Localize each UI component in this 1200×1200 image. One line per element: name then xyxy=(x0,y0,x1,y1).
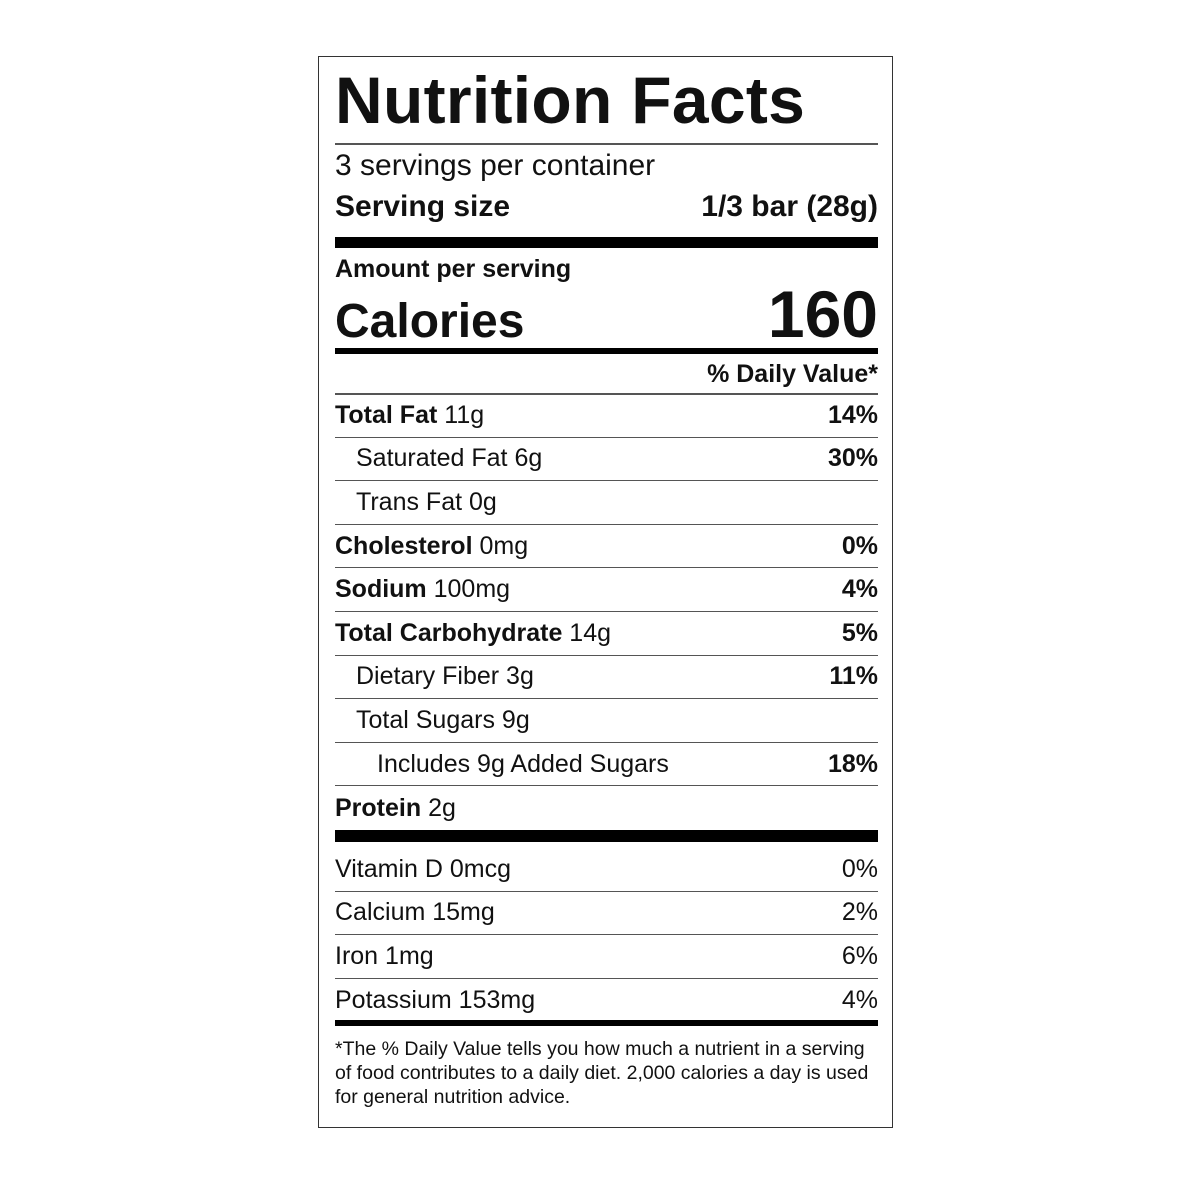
nutrient-name: Saturated Fat xyxy=(356,444,508,473)
vitamin-list: Vitamin D 0mcg 0% Calcium 15mg 2% Iron 1mg… xyxy=(335,848,878,1022)
servings: 3 servings per container xyxy=(335,149,656,182)
daily-value: 18% xyxy=(827,749,878,778)
nutrient-amount: 0g xyxy=(469,487,497,516)
calories-value: 160 xyxy=(767,277,878,351)
nutrient-name: Cholesterol xyxy=(335,531,473,560)
vitamin-amount: 1mg xyxy=(385,941,434,970)
nutrient-list: Total Fat 11g 14% Saturated Fat 6g 30% Tra… xyxy=(335,394,878,830)
daily-value: 30% xyxy=(827,444,878,473)
daily-value: 6% xyxy=(841,941,878,970)
vitamin-name: Vitamin D xyxy=(335,854,443,883)
vitamin-name: Potassium xyxy=(335,986,452,1015)
nutrient-amount: 11g xyxy=(444,400,485,429)
daily-value: 0% xyxy=(841,531,878,560)
serving-size-value: 1/3 bar (28g) xyxy=(701,190,878,223)
serving-size-label: Serving size xyxy=(335,190,511,223)
daily-value: 14% xyxy=(827,400,878,429)
nutrient-amount: 2g xyxy=(428,793,456,822)
nutrient-amount: 0mg xyxy=(479,531,529,560)
daily-value-header: % Daily Value* xyxy=(707,360,878,388)
nutrient-name: Dietary Fiber xyxy=(356,662,500,691)
vitamin-row: Calcium 15mg 2% xyxy=(335,892,878,936)
nutrient-row: Total Carbohydrate 14g 5% xyxy=(335,612,878,656)
title: Nutrition Facts xyxy=(335,63,806,137)
nutrient-row: Trans Fat 0g xyxy=(335,481,878,525)
nutrient-row: Sodium 100mg 4% xyxy=(335,568,878,612)
nutrient-row: Cholesterol 0mg 0% xyxy=(335,525,878,569)
nutrient-amount: 100mg xyxy=(433,575,511,604)
daily-value: 11% xyxy=(829,662,878,691)
daily-value: 0% xyxy=(841,854,878,883)
nutrient-amount: 3g xyxy=(506,662,534,691)
vitamin-name: Iron xyxy=(335,941,379,970)
calories-label: Calories xyxy=(335,295,525,348)
nutrient-row: Saturated Fat 6g 30% xyxy=(335,438,878,482)
calories-row: Calories 160 xyxy=(335,276,878,351)
daily-value: 4% xyxy=(841,575,878,604)
nutrient-name: Total Carbohydrate xyxy=(335,618,563,647)
amount-per-serving: Amount per serving xyxy=(335,255,572,283)
divider xyxy=(335,143,878,145)
footnote: *The % Daily Value tells you how much a … xyxy=(335,1038,869,1108)
nutrient-name: Sodium xyxy=(335,575,427,604)
vitamin-row: Iron 1mg 6% xyxy=(335,935,878,979)
label-border xyxy=(318,56,893,1128)
serving-size-row: Serving size 1/3 bar (28g) xyxy=(335,188,878,226)
nutrient-amount: 14g xyxy=(569,618,612,647)
thick-bar xyxy=(335,237,878,248)
medium-bar xyxy=(335,1020,878,1026)
vitamin-row: Potassium 153mg 4% xyxy=(335,979,878,1023)
nutrient-row: Protein 2g xyxy=(335,786,878,830)
nutrient-name: Includes 9g Added Sugars xyxy=(377,749,669,778)
daily-value: 2% xyxy=(841,898,878,927)
vitamin-amount: 0mcg xyxy=(449,854,512,883)
nutrient-name: Total Sugars xyxy=(356,705,495,734)
nutrient-amount: 9g xyxy=(501,705,530,734)
vitamin-row: Vitamin D 0mcg 0% xyxy=(335,848,878,892)
nutrient-name: Protein xyxy=(335,793,422,822)
daily-value: 5% xyxy=(841,618,878,647)
daily-value: 4% xyxy=(841,986,878,1015)
nutrient-row: Total Fat 11g 14% xyxy=(335,394,878,438)
nutrient-amount: 6g xyxy=(514,444,543,473)
vitamin-amount: 153mg xyxy=(458,986,536,1015)
divider xyxy=(335,393,878,395)
nutrient-row: Dietary Fiber 3g 11% xyxy=(335,656,878,700)
medium-bar xyxy=(335,348,878,354)
nutrient-name: Trans Fat xyxy=(356,487,463,516)
vitamin-name: Calcium xyxy=(335,898,426,927)
nutrient-row: Total Sugars 9g xyxy=(335,699,878,743)
thick-bar xyxy=(335,830,878,842)
nutrient-row: Includes 9g Added Sugars 18% xyxy=(335,743,878,787)
nutrient-name: Total Fat xyxy=(335,400,438,429)
vitamin-amount: 15mg xyxy=(432,898,495,927)
